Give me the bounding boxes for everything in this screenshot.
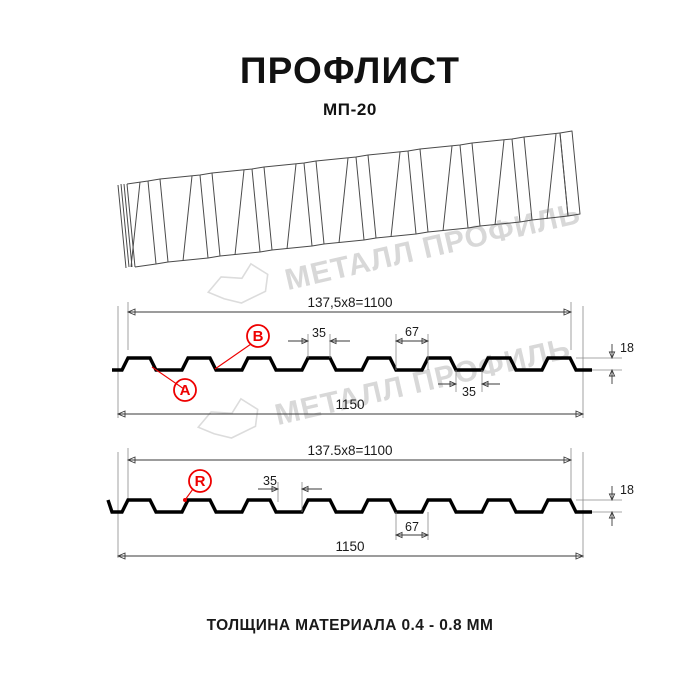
title-block: ПРОФЛИСТ МП-20 bbox=[0, 50, 700, 120]
dimension-total-width-label: 1150 bbox=[335, 397, 364, 412]
watermark-logo-icon bbox=[196, 397, 259, 439]
dimension-rib-top-left: 35 bbox=[288, 326, 350, 358]
dimension-total-width-back-label: 1150 bbox=[335, 539, 364, 554]
dimension-valley-right: 35 bbox=[438, 370, 500, 399]
marker-r-label: R bbox=[195, 473, 206, 490]
isometric-fold-lines bbox=[130, 133, 557, 268]
dimension-height-front: 18 bbox=[576, 341, 634, 384]
dimension-rib-top-label: 35 bbox=[312, 326, 326, 340]
dimension-pitch-back: 137.5x8=1100 bbox=[126, 443, 573, 464]
dimension-pitch-top: 137,5x8=1100 bbox=[126, 295, 573, 316]
dimension-rib-base: 67 bbox=[394, 325, 430, 370]
isometric-geometry bbox=[117, 130, 581, 269]
marker-a: A bbox=[151, 366, 197, 402]
dimension-valley-label: 35 bbox=[462, 385, 476, 399]
dimension-height-label: 18 bbox=[620, 341, 634, 355]
marker-b-label: B bbox=[253, 328, 264, 345]
model-subtitle: МП-20 bbox=[323, 99, 377, 119]
profile-outline-front bbox=[112, 356, 592, 372]
watermark-logo-icon bbox=[206, 262, 269, 304]
profile-outline-back bbox=[106, 498, 592, 514]
dimension-total-width-back: 1150 bbox=[116, 539, 585, 560]
dimension-rib-base-label: 67 bbox=[405, 325, 419, 339]
dimension-height-back-label: 18 bbox=[620, 483, 634, 497]
dimension-total-width-front: 1150 bbox=[116, 397, 585, 418]
marker-b: B bbox=[214, 324, 270, 370]
dimension-rib-base-back-label: 67 bbox=[405, 520, 419, 534]
dimension-rib-top-back: 35 bbox=[258, 474, 322, 512]
dimension-pitch-back-label: 137.5x8=1100 bbox=[308, 443, 393, 458]
isometric-ribs bbox=[147, 136, 533, 265]
dimension-rib-base-back: 67 bbox=[394, 512, 430, 540]
thickness-note: ТОЛЩИНА МАТЕРИАЛА 0.4 - 0.8 ММ bbox=[206, 617, 494, 634]
marker-a-label: A bbox=[180, 382, 191, 399]
dimension-height-back: 18 bbox=[576, 483, 634, 526]
dimension-rib-top-back-label: 35 bbox=[263, 474, 277, 488]
marker-r: R bbox=[183, 469, 212, 502]
dimension-pitch-label: 137,5x8=1100 bbox=[308, 295, 393, 310]
page-title: ПРОФЛИСТ bbox=[239, 50, 461, 91]
